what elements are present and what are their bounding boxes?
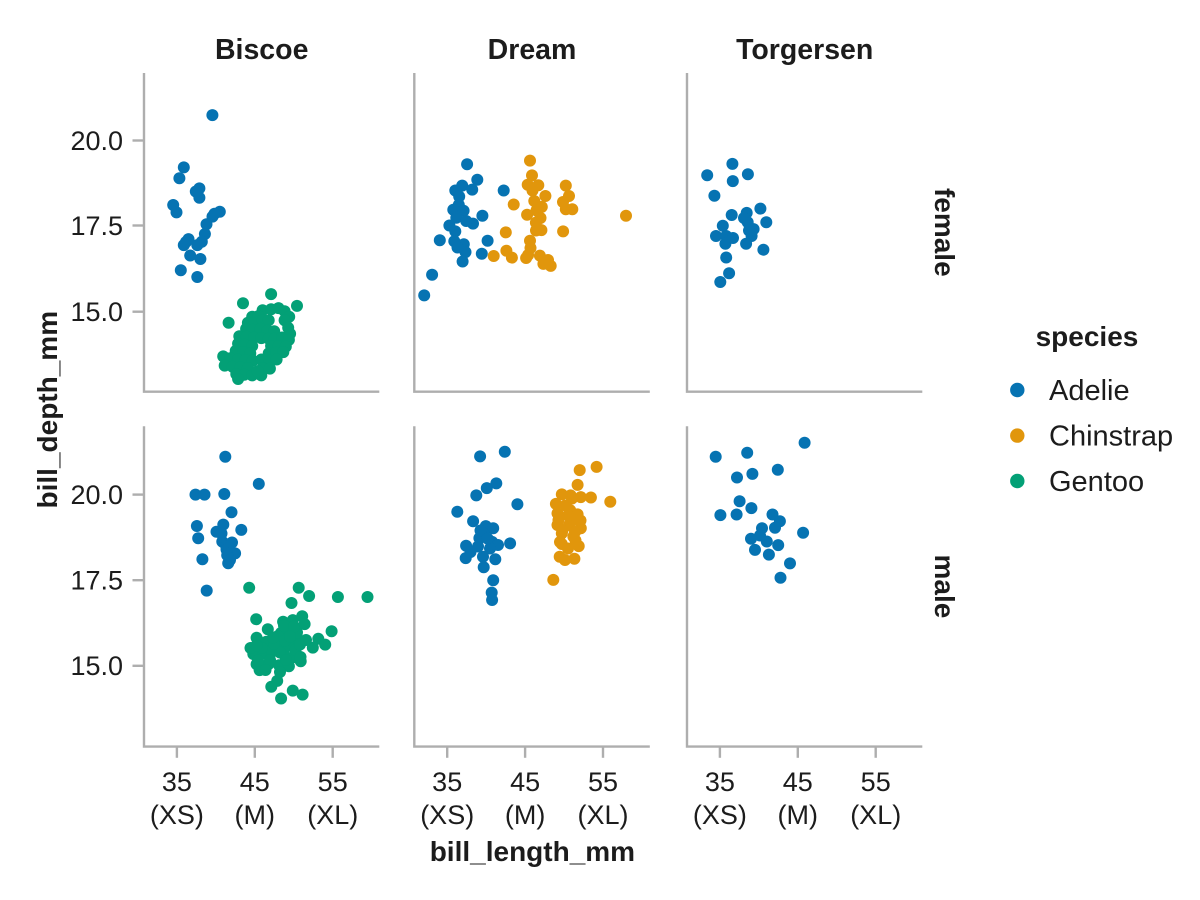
svg-text:(XL): (XL)	[577, 800, 628, 830]
svg-text:45: 45	[510, 767, 540, 797]
svg-text:17.5: 17.5	[70, 566, 123, 596]
svg-text:45: 45	[783, 767, 813, 797]
svg-text:20.0: 20.0	[70, 480, 123, 510]
svg-text:Chinstrap: Chinstrap	[1049, 421, 1173, 453]
svg-text:45: 45	[240, 767, 270, 797]
svg-text:15.0: 15.0	[70, 297, 123, 327]
svg-text:55: 55	[318, 767, 348, 797]
svg-text:Torgersen: Torgersen	[736, 34, 873, 66]
svg-text:(M): (M)	[235, 800, 275, 830]
svg-text:15.0: 15.0	[70, 651, 123, 681]
svg-text:35: 35	[705, 767, 735, 797]
svg-text:(XS): (XS)	[150, 800, 204, 830]
svg-text:(M): (M)	[778, 800, 818, 830]
svg-text:bill_depth_mm: bill_depth_mm	[32, 311, 63, 509]
svg-text:Adelie: Adelie	[1049, 375, 1130, 407]
svg-text:17.5: 17.5	[70, 211, 123, 241]
svg-text:35: 35	[162, 767, 192, 797]
svg-text:20.0: 20.0	[70, 126, 123, 156]
svg-text:female: female	[929, 188, 960, 277]
svg-text:male: male	[929, 554, 960, 618]
svg-text:35: 35	[432, 767, 462, 797]
svg-text:Dream: Dream	[488, 34, 577, 66]
svg-text:(XS): (XS)	[693, 800, 747, 830]
svg-text:55: 55	[861, 767, 891, 797]
svg-text:bill_length_mm: bill_length_mm	[430, 836, 635, 867]
svg-text:(XL): (XL)	[307, 800, 358, 830]
svg-text:Gentoo: Gentoo	[1049, 466, 1144, 498]
svg-text:Biscoe: Biscoe	[215, 34, 308, 66]
svg-text:(XL): (XL)	[850, 800, 901, 830]
svg-text:(XS): (XS)	[420, 800, 474, 830]
svg-text:species: species	[1036, 321, 1139, 352]
svg-text:(M): (M)	[505, 800, 545, 830]
svg-text:55: 55	[588, 767, 618, 797]
